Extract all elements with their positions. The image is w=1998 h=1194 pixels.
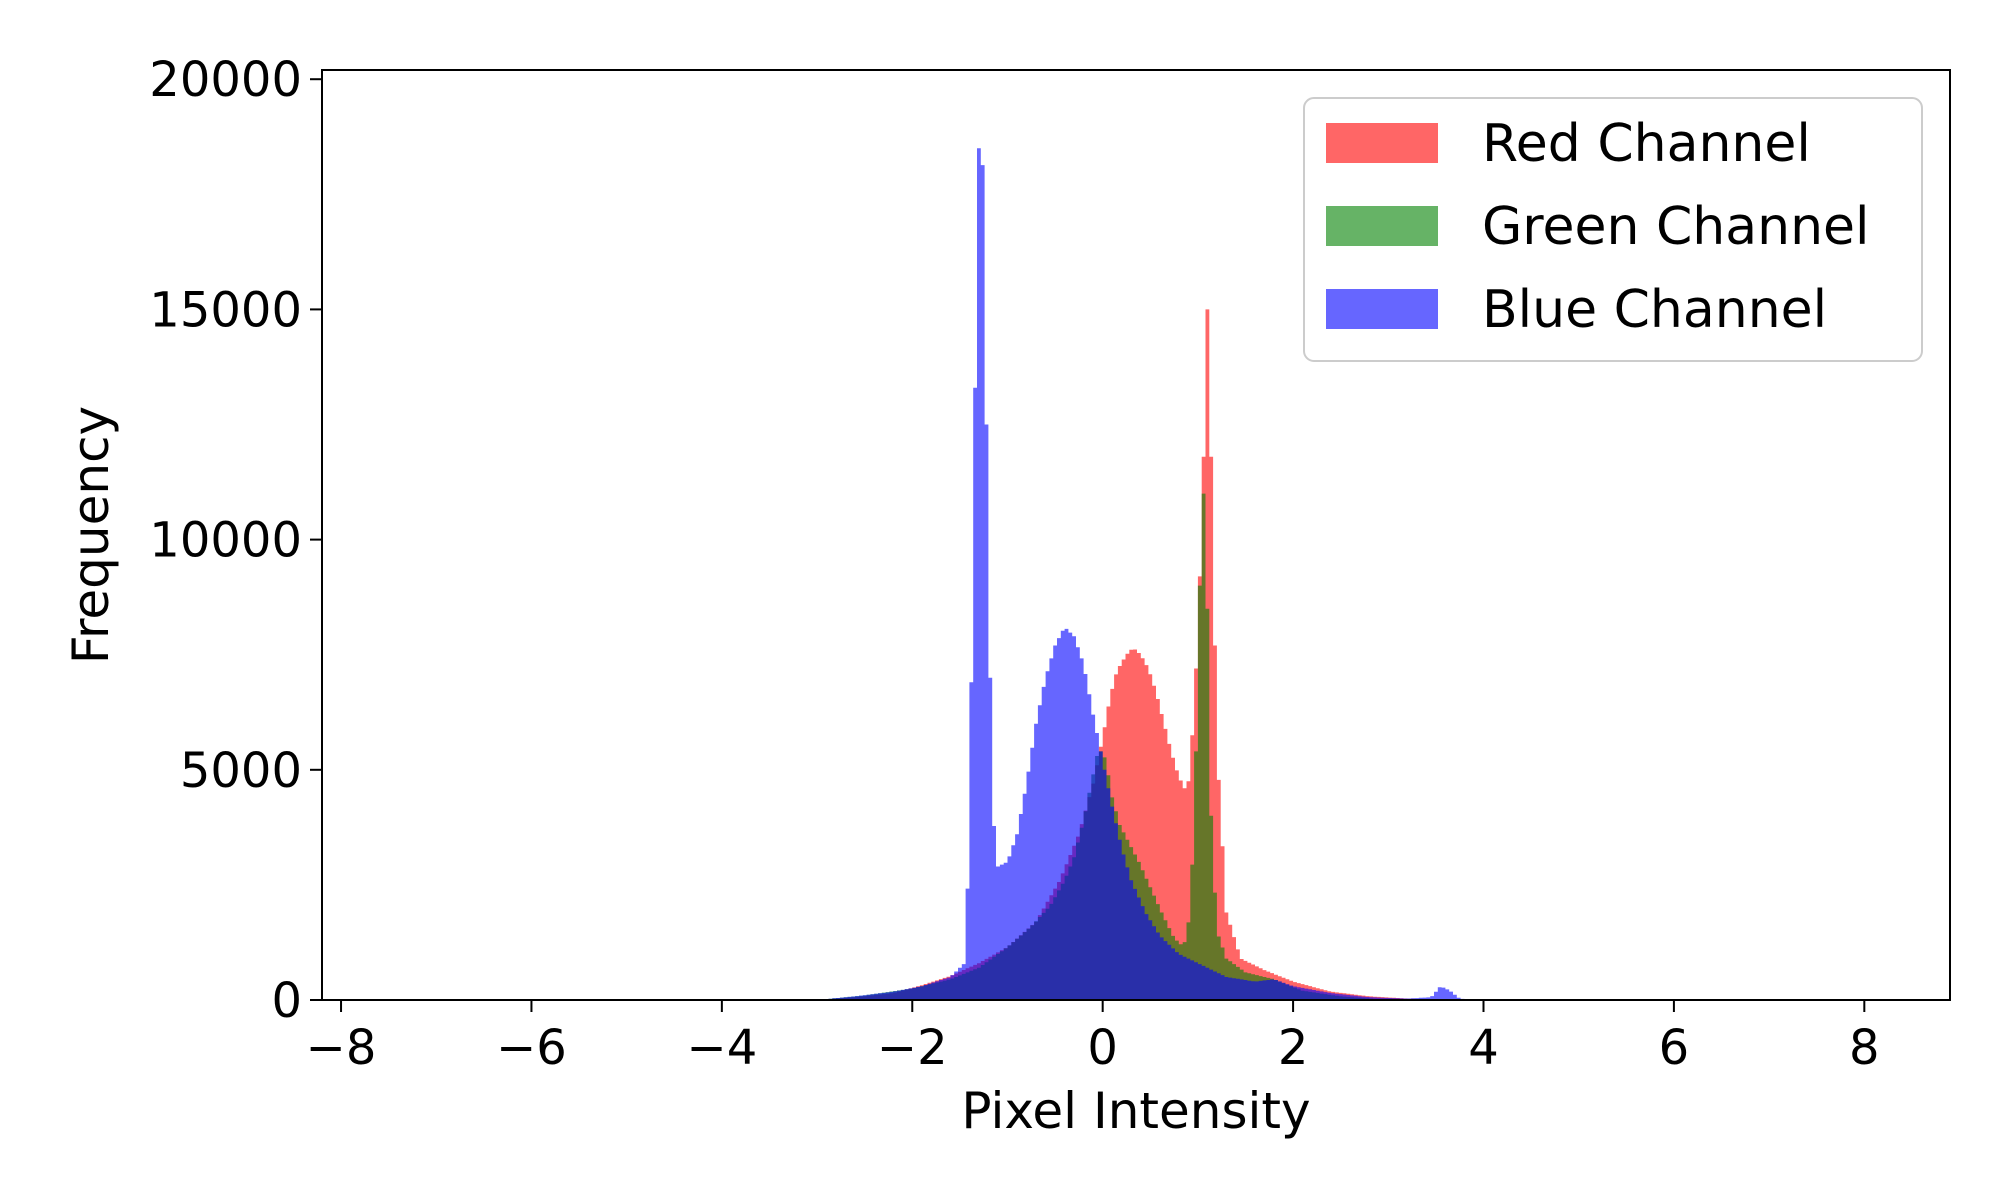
- y-axis: 0 5000 10000 15000 20000: [149, 52, 322, 1029]
- legend-swatch: [1326, 123, 1438, 163]
- x-axis-label: Pixel Intensity: [961, 1082, 1310, 1140]
- plot-frame: [321, 69, 1951, 1001]
- x-tick-label: 4: [1468, 1020, 1499, 1076]
- x-tick-label: −6: [496, 1020, 567, 1076]
- series-blue-channel: [817, 148, 1476, 1001]
- legend-swatch: [1326, 289, 1438, 329]
- legend-box: [1303, 97, 1923, 362]
- x-tick-label: −4: [686, 1020, 757, 1076]
- y-tick-label: 20000: [149, 52, 302, 108]
- y-tick-label: 0: [271, 973, 302, 1029]
- y-tick-label: 15000: [149, 282, 302, 338]
- x-tick-label: 2: [1278, 1020, 1309, 1076]
- legend-swatch: [1326, 206, 1438, 246]
- x-tick-label: 0: [1087, 1020, 1118, 1076]
- legend: Red Channel Green Channel Blue Channel: [1303, 97, 1923, 362]
- x-axis: −8 −6 −4 −2 0 2 4 6 8: [306, 1000, 1880, 1076]
- legend-label: Blue Channel: [1482, 280, 1827, 340]
- series-red-channel: [817, 309, 1446, 1000]
- y-tick-label: 10000: [149, 513, 302, 569]
- x-tick-label: −8: [306, 1020, 377, 1076]
- series-layer: [817, 148, 1476, 1001]
- x-tick-label: 6: [1659, 1020, 1690, 1076]
- y-axis-label: Frequency: [62, 406, 120, 664]
- legend-label: Red Channel: [1482, 114, 1811, 174]
- x-tick-label: −2: [877, 1020, 948, 1076]
- legend-label: Green Channel: [1482, 197, 1870, 257]
- y-tick-label: 5000: [180, 743, 302, 799]
- x-tick-label: 8: [1849, 1020, 1880, 1076]
